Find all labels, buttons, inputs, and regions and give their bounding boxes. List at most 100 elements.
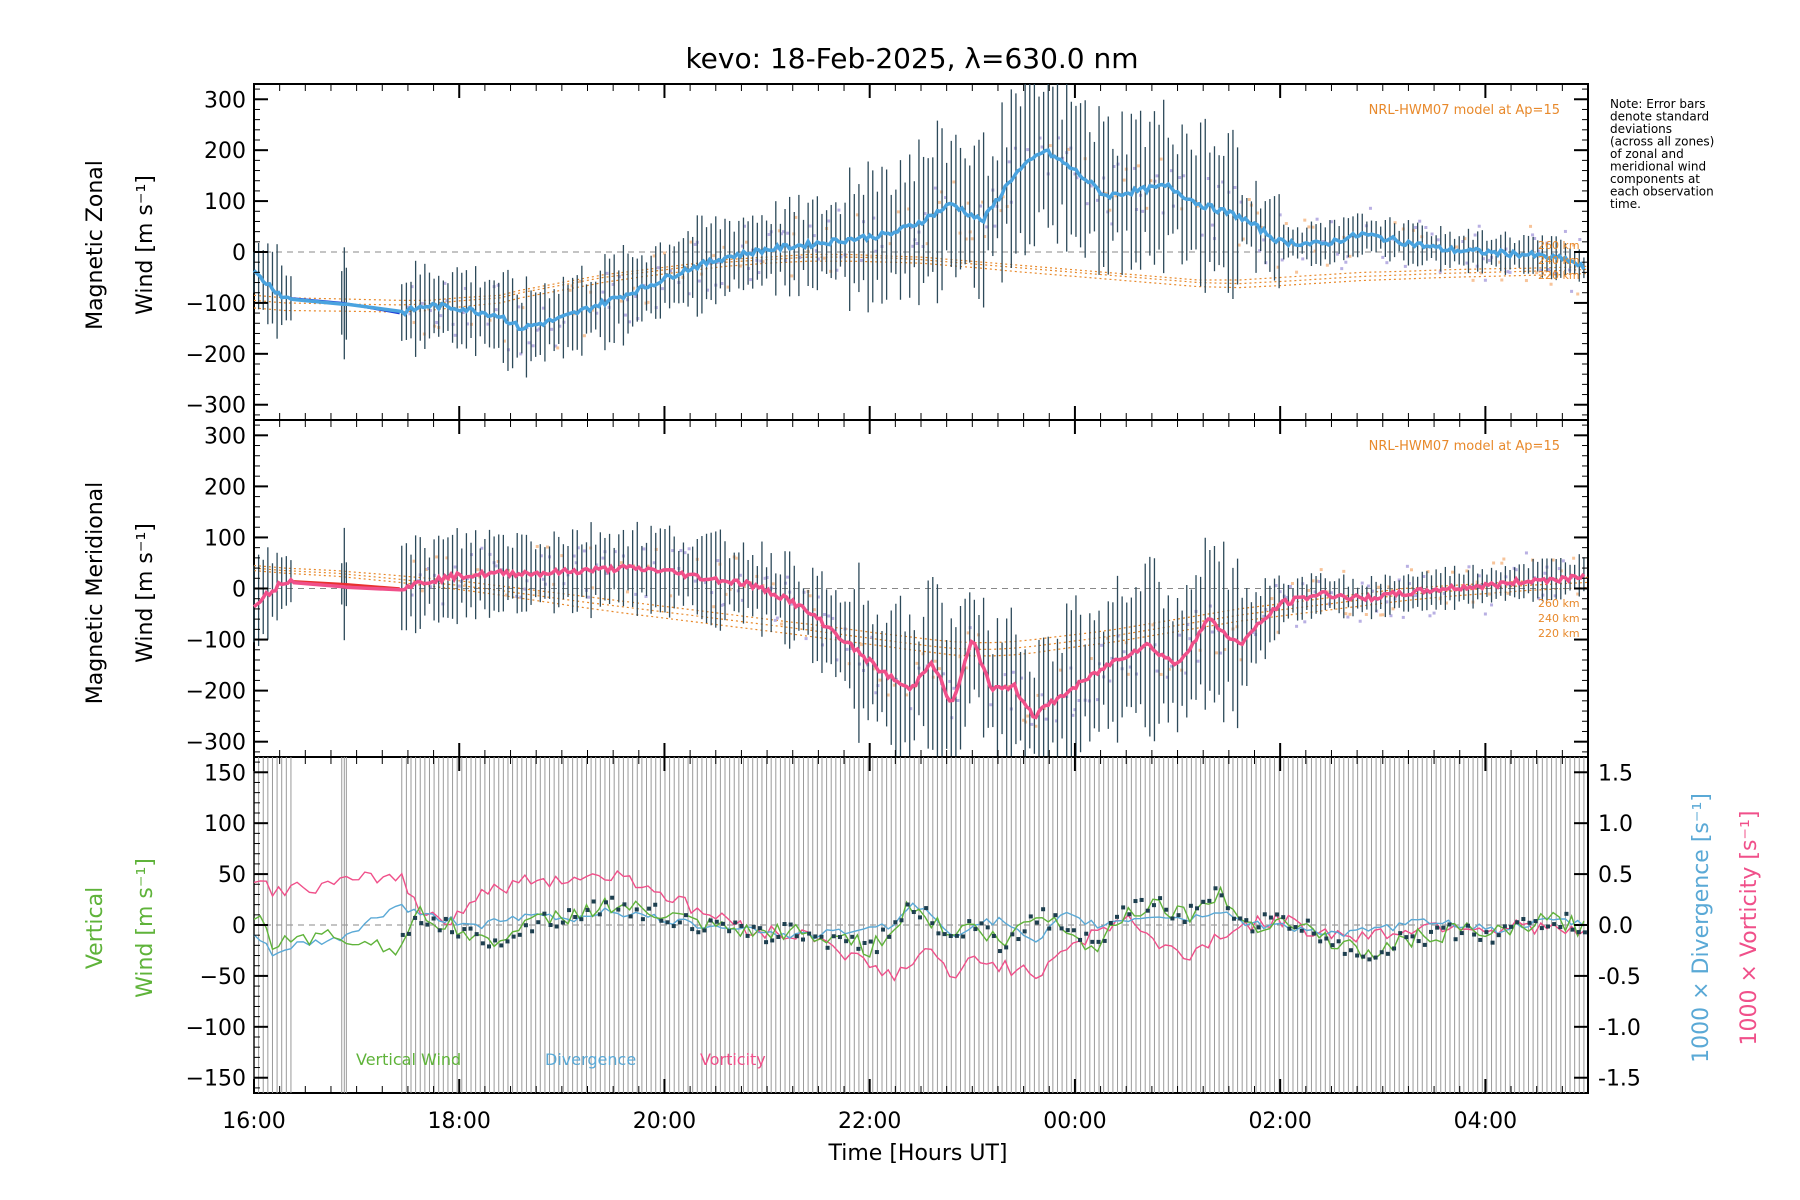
meridional-zone-point — [537, 591, 541, 595]
meridional-zone-point — [560, 554, 564, 558]
vertical-wind-point — [954, 933, 959, 938]
meridional-zone-point — [835, 658, 839, 662]
vertical-wind-point — [825, 945, 830, 950]
meridional-zone-point — [1274, 584, 1278, 588]
zonal-zone-point — [1137, 164, 1141, 168]
vertical-wind-point — [874, 950, 879, 955]
zonal-zone-point — [1145, 206, 1149, 210]
meridional-zone-point — [722, 602, 726, 606]
zonal-zone-point — [952, 180, 956, 184]
meridional-zone-point — [1167, 667, 1171, 671]
meridional-zone-point — [1391, 607, 1395, 611]
meridional-zone-point — [1210, 630, 1214, 634]
vertical-y-tick-label: −150 — [186, 1067, 246, 1092]
zonal-model-2 — [253, 256, 1589, 306]
zonal-zone-point — [1368, 206, 1372, 210]
meridional-zone-point — [886, 693, 890, 697]
meridional-zone-point — [1405, 564, 1409, 568]
vertical-wind-point — [1348, 948, 1353, 953]
meridional-zone-point — [1040, 693, 1044, 697]
x-tick-label: 20:00 — [633, 1109, 696, 1134]
note-line: each observation — [1610, 185, 1714, 199]
vertical-y-tick-label: −50 — [200, 965, 246, 990]
zonal-y-tick-label: 0 — [232, 241, 246, 266]
vertical-wind-point — [480, 941, 485, 946]
meridional-zone-point — [1506, 591, 1510, 595]
meridional-zone-point — [539, 554, 543, 558]
meridional-zone-point — [1284, 595, 1288, 599]
vertical-wind-point — [1496, 933, 1501, 938]
zonal-zone-point — [726, 285, 730, 289]
zonal-zone-point — [1239, 200, 1243, 204]
zonal-zone-point — [531, 344, 535, 348]
meridional-zone-point — [545, 545, 549, 549]
vertical-wind-point — [1225, 906, 1230, 911]
zonal-zone-point — [1461, 240, 1465, 244]
vertical-wind-point — [456, 934, 461, 939]
meridional-zone-point — [1576, 592, 1580, 596]
zonal-zone-point — [1529, 224, 1533, 228]
vertical-wind-point — [1213, 886, 1218, 891]
meridional-zone-point — [775, 616, 779, 620]
zonal-zone-point — [779, 232, 783, 236]
vertical-wind-point — [1047, 926, 1052, 931]
zonal-zone-point — [706, 288, 710, 292]
vertical-wind-point — [1182, 920, 1187, 925]
meridional-model-3 — [253, 570, 1589, 657]
meridional-zone-point — [1422, 575, 1426, 579]
zonal-zone-point — [435, 320, 439, 324]
meridional-zone-point — [1155, 669, 1159, 673]
zonal-zone-point — [874, 249, 878, 253]
vertical-wind-point — [1509, 924, 1514, 929]
meridional-zone-point — [1030, 722, 1034, 726]
vertical-wind-point — [462, 927, 467, 932]
zonal-zone-point — [1132, 166, 1136, 170]
meridional-zone-point — [595, 563, 599, 567]
zonal-zone-point — [619, 299, 623, 303]
meridional-zone-point — [942, 672, 946, 676]
meridional-zone-point — [1026, 714, 1030, 718]
vorticity-y2label: 1000 × Vorticity [s⁻¹] — [1737, 811, 1762, 1046]
meridional-zone-point — [1377, 585, 1381, 589]
zonal-zone-point — [1284, 222, 1288, 226]
vertical-wind-point — [437, 928, 442, 933]
vertical-panel: 1.5 1.0 0.5 0.0 -0.5 -1.0 -1.5 150 100 50 0 −50 −100… — [186, 756, 1641, 1094]
zonal-zone-point — [1085, 202, 1089, 206]
vertical-wind-point — [486, 944, 491, 949]
meridional-zone-point — [1444, 601, 1448, 605]
meridional-zone-point — [948, 679, 952, 683]
meridional-zone-point — [1219, 651, 1223, 655]
vertical-wind-point — [1151, 903, 1156, 908]
meridional-zone-point — [426, 567, 430, 571]
vertical-wind-point — [745, 933, 750, 938]
vertical-wind-point — [1570, 927, 1575, 932]
vertical-wind-point — [917, 915, 922, 920]
meridional-zone-point — [457, 584, 461, 588]
zonal-zone-point — [1141, 209, 1145, 213]
vertical-wind-point — [850, 934, 855, 939]
zonal-panel: NRL-HWM07 model at Ap=15 260 km 240 km 220 … — [186, 83, 1589, 421]
meridional-zone-point — [619, 561, 623, 565]
vertical-wind-point — [985, 925, 990, 930]
zonal-zone-point — [1108, 208, 1112, 212]
vertical-wind-point — [1305, 918, 1310, 923]
vertical-wind-point — [702, 928, 707, 933]
zonal-zone-point — [595, 311, 599, 315]
vertical-wind-point — [653, 902, 658, 907]
zonal-zone-point — [981, 200, 985, 204]
meridional-zone-point — [1366, 584, 1370, 588]
zonal-zone-point — [1241, 237, 1245, 241]
vertical-wind-point — [1219, 893, 1224, 898]
zonal-zone-point — [855, 213, 859, 217]
vertical-wind-point — [554, 924, 559, 929]
zonal-zone-point — [693, 242, 697, 246]
vertical-wind-point — [1176, 913, 1181, 918]
zonal-zone-point — [827, 219, 831, 223]
meridional-zone-point — [634, 592, 638, 596]
zonal-zone-point — [794, 215, 798, 219]
zonal-zone-point — [896, 210, 900, 214]
meridional-zone-point — [1477, 574, 1481, 578]
vertical-wind-point — [1336, 939, 1341, 944]
zonal-zone-point — [1418, 219, 1422, 223]
vertical-wind-point — [1275, 912, 1280, 917]
